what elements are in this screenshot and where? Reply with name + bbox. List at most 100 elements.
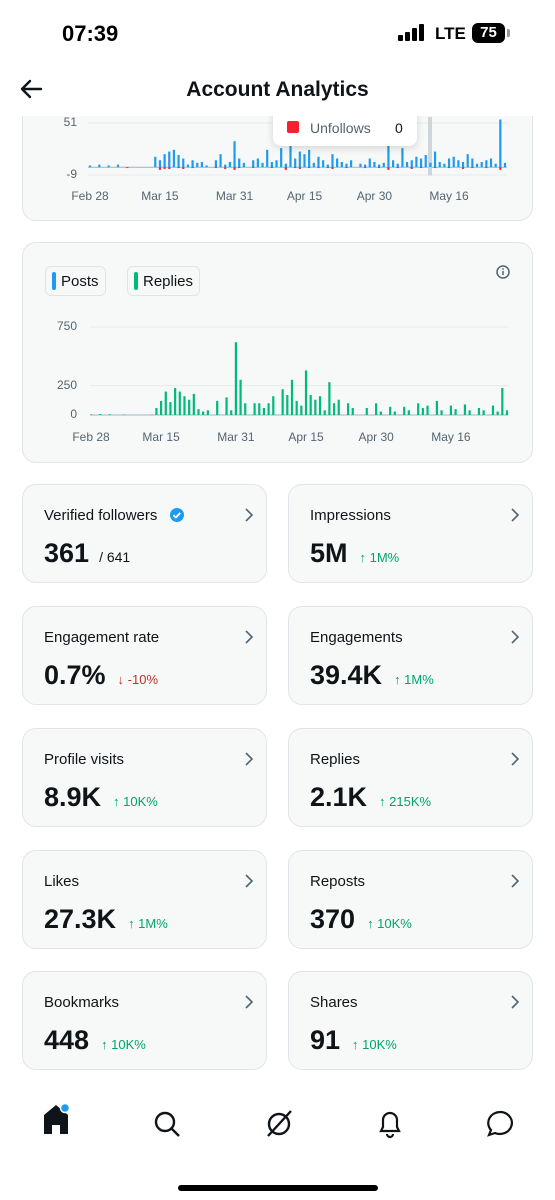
stat-title: Reposts	[310, 873, 366, 890]
info-icon[interactable]	[495, 264, 511, 280]
chevron	[245, 630, 254, 644]
bar	[396, 163, 399, 168]
bar	[116, 164, 120, 168]
x-tick-label: Feb 28	[71, 189, 109, 203]
bar	[178, 391, 181, 415]
legend-label: Replies	[143, 273, 194, 290]
bar	[290, 379, 294, 415]
bar	[375, 403, 378, 415]
bar	[238, 158, 241, 168]
stat-card[interactable]: Impressions 5M ↑ 1M%	[288, 484, 533, 583]
bar	[177, 167, 180, 169]
bar	[88, 165, 92, 168]
stat-value: 5M ↑ 1M%	[310, 538, 399, 569]
bar	[164, 391, 167, 415]
bar	[463, 404, 467, 415]
bar	[340, 161, 343, 168]
bar	[346, 403, 350, 415]
bar	[378, 164, 381, 168]
stat-card[interactable]: Engagements 39.4K ↑ 1M%	[288, 606, 533, 705]
bar	[308, 167, 311, 169]
bar	[401, 148, 404, 168]
stat-number: 361	[44, 538, 90, 568]
stat-number: 0.7%	[44, 660, 106, 690]
bar	[373, 161, 376, 168]
bar	[447, 167, 451, 169]
header: 07:39 LTE 75 Account Analytics	[0, 0, 555, 116]
bar	[239, 379, 242, 415]
legend-swatch	[52, 272, 56, 290]
bar	[454, 409, 457, 415]
chevron	[511, 752, 520, 766]
bar	[491, 405, 495, 415]
legend-chip[interactable]: Posts	[45, 266, 106, 296]
bar	[182, 158, 185, 168]
bar	[433, 151, 437, 168]
bar	[468, 410, 471, 415]
stat-value: 448 ↑ 10K%	[44, 1025, 146, 1056]
x-tick-label: Mar 31	[216, 189, 254, 203]
battery: 75	[472, 23, 505, 43]
y-tick-label: -9	[66, 167, 77, 181]
bar	[391, 160, 395, 168]
bar	[214, 160, 217, 168]
bar	[224, 164, 227, 168]
stat-card[interactable]: Verified followers 361 / 641	[22, 484, 267, 583]
stat-card[interactable]: Profile visits 8.9K ↑ 10K%	[22, 728, 267, 827]
bar	[419, 167, 423, 169]
tooltip-swatch	[287, 121, 299, 133]
stat-card[interactable]: Likes 27.3K ↑ 1M%	[22, 850, 267, 949]
chevron	[511, 630, 520, 644]
x-tick-label: Apr 30	[358, 430, 394, 444]
x-tick-label: Feb 28	[72, 430, 110, 444]
bar	[477, 407, 481, 415]
chevron	[511, 874, 520, 888]
bar	[154, 156, 157, 168]
bar	[225, 397, 228, 415]
messages-tab[interactable]	[487, 1110, 513, 1137]
back-button[interactable]	[18, 78, 44, 100]
bar	[482, 410, 485, 415]
bar	[331, 154, 334, 168]
bar	[191, 160, 194, 168]
y-tick-label: 750	[57, 319, 77, 333]
stat-value: 91 ↑ 10K%	[310, 1025, 397, 1056]
bar	[233, 167, 236, 170]
bar	[294, 158, 297, 168]
home-tab[interactable]	[44, 1102, 71, 1135]
bar	[312, 162, 315, 168]
stat-title: Verified followers	[44, 507, 184, 524]
stat-card[interactable]: Reposts 370 ↑ 10K%	[288, 850, 533, 949]
bar	[197, 409, 200, 415]
legend-chip[interactable]: Replies	[127, 266, 200, 296]
stat-change: ↑ 1M%	[359, 550, 400, 565]
y-tick-label: 51	[64, 115, 78, 129]
bar	[270, 167, 273, 169]
bar	[244, 403, 247, 415]
grok-tab[interactable]	[267, 1110, 292, 1137]
bar	[387, 141, 390, 168]
stat-number: 39.4K	[310, 660, 383, 690]
chevron	[245, 874, 254, 888]
stat-card[interactable]: Engagement rate 0.7% ↓ -10%	[22, 606, 267, 705]
stat-card[interactable]: Bookmarks 448 ↑ 10K%	[22, 971, 267, 1070]
bar	[403, 406, 406, 415]
stat-change: ↑ 10K%	[352, 1037, 397, 1052]
stat-card[interactable]: Shares 91 ↑ 10K%	[288, 971, 533, 1070]
bar	[393, 411, 396, 415]
bar	[281, 389, 284, 415]
bar	[163, 167, 166, 169]
search-tab[interactable]	[154, 1111, 180, 1137]
bar	[494, 163, 497, 168]
bar	[485, 167, 488, 169]
bar	[326, 164, 329, 168]
notifications-tab[interactable]	[379, 1111, 401, 1139]
bar	[168, 167, 171, 169]
bar	[284, 167, 287, 170]
hover-cursor	[428, 116, 432, 176]
tooltip-label: Unfollows	[310, 120, 371, 136]
x-tick-label: Mar 31	[217, 430, 255, 444]
bar	[214, 167, 217, 169]
stat-card[interactable]: Replies 2.1K ↑ 215K%	[288, 728, 533, 827]
